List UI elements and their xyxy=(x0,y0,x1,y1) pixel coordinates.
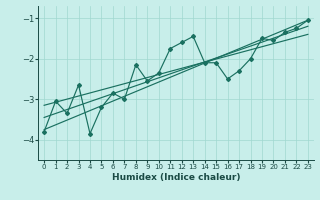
X-axis label: Humidex (Indice chaleur): Humidex (Indice chaleur) xyxy=(112,173,240,182)
